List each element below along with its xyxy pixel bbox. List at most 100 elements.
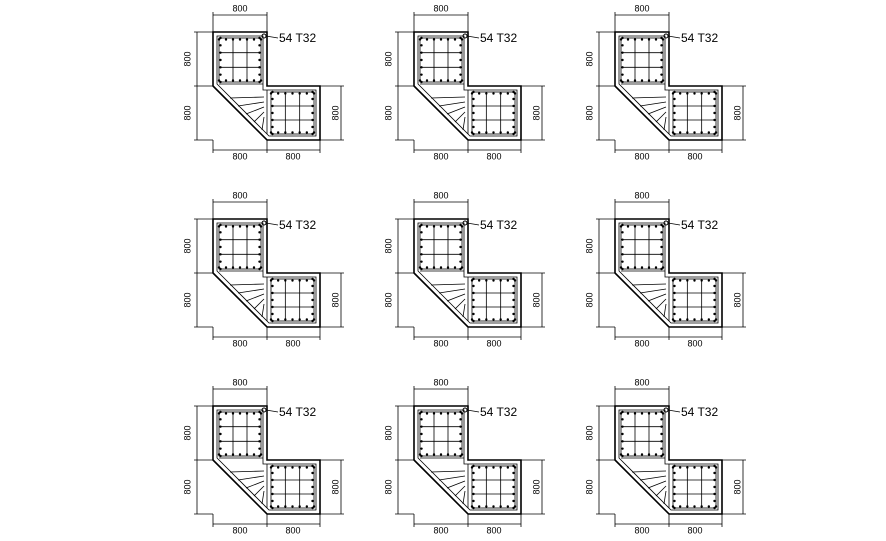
rebar xyxy=(713,319,716,323)
rebar xyxy=(713,485,716,489)
line xyxy=(639,475,667,481)
rebar xyxy=(512,132,515,136)
rebar xyxy=(485,318,488,321)
rebar xyxy=(258,432,261,436)
rebar xyxy=(686,505,689,508)
rebar xyxy=(276,505,280,508)
rebar xyxy=(640,38,644,41)
rebar xyxy=(459,66,462,69)
rebar xyxy=(621,410,624,414)
rebar xyxy=(512,111,515,115)
rebar xyxy=(499,279,502,282)
dimension: 800 xyxy=(732,292,742,307)
rebar-label: 54 T32 xyxy=(681,31,718,45)
line xyxy=(229,283,265,286)
rebar xyxy=(485,466,488,469)
rebar xyxy=(673,319,676,323)
rebar xyxy=(259,453,263,456)
rebar xyxy=(640,225,644,228)
rebar xyxy=(259,266,263,269)
rebar xyxy=(686,279,689,282)
rebar xyxy=(420,58,423,62)
rebar xyxy=(633,453,637,456)
rebar xyxy=(252,38,256,41)
rebar xyxy=(219,80,222,84)
rebar xyxy=(276,279,280,282)
rebar xyxy=(621,73,624,76)
rebar xyxy=(477,92,481,95)
rebar xyxy=(238,38,242,41)
rebar xyxy=(714,505,718,508)
rebar xyxy=(245,266,249,269)
rebar xyxy=(219,36,222,40)
rebar xyxy=(291,505,294,508)
rebar xyxy=(418,79,422,82)
dimension: 800 xyxy=(330,105,340,120)
rebar xyxy=(258,245,261,249)
rebar xyxy=(513,505,517,508)
rebar xyxy=(252,79,256,82)
rebar xyxy=(276,466,280,469)
rebar-label: 54 T32 xyxy=(279,31,316,45)
rebar xyxy=(686,92,689,95)
dimension: 800 xyxy=(584,425,594,440)
rebar xyxy=(252,266,256,269)
rebar xyxy=(271,464,274,468)
rebar xyxy=(418,412,422,415)
rebar xyxy=(312,505,316,508)
rebar xyxy=(673,298,676,302)
rebar xyxy=(492,318,495,321)
rebar xyxy=(291,92,294,95)
dimension: 800 xyxy=(584,292,594,307)
line xyxy=(430,470,466,473)
rebar xyxy=(621,447,624,450)
line xyxy=(265,409,279,413)
rebar xyxy=(512,305,515,309)
rebar xyxy=(259,38,263,41)
rebar xyxy=(512,118,515,122)
rebar xyxy=(258,73,261,76)
dimension: 800 xyxy=(383,479,393,494)
rebar xyxy=(512,284,515,288)
rebar xyxy=(700,131,703,134)
rebar xyxy=(512,485,515,489)
rebar xyxy=(472,485,475,489)
rebar xyxy=(619,79,623,82)
dimension: 800 xyxy=(634,377,649,387)
rebar xyxy=(311,312,314,316)
rebar xyxy=(219,260,222,263)
rebar xyxy=(621,66,624,69)
rebar xyxy=(647,453,651,456)
rebar xyxy=(654,453,658,456)
rebar xyxy=(224,225,228,228)
rebar xyxy=(298,279,301,282)
rebar xyxy=(714,466,718,469)
dimension: 800 xyxy=(584,238,594,253)
rebar xyxy=(311,97,314,101)
rebar xyxy=(678,131,682,134)
line xyxy=(253,485,265,497)
rebar xyxy=(420,432,423,436)
rebar xyxy=(713,506,716,510)
rebar xyxy=(621,80,624,84)
rebar xyxy=(258,454,261,458)
rebar xyxy=(459,223,462,227)
rebar xyxy=(420,80,423,84)
rebar xyxy=(219,58,222,62)
rebar xyxy=(713,97,716,101)
rebar xyxy=(673,506,676,510)
rebar xyxy=(224,412,228,415)
rebar xyxy=(654,266,658,269)
rebar xyxy=(271,90,274,94)
rebar xyxy=(512,319,515,323)
outline-inner xyxy=(417,222,518,324)
rebar xyxy=(477,279,481,282)
rebar xyxy=(472,291,475,295)
rebar xyxy=(252,412,256,415)
rebar xyxy=(312,279,316,282)
rebar xyxy=(513,131,517,134)
rebar xyxy=(477,131,481,134)
rebar xyxy=(470,131,474,134)
rebar xyxy=(238,453,242,456)
